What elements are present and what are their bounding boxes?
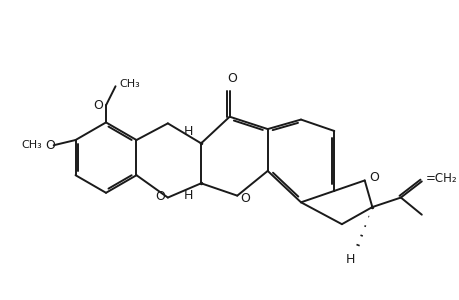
Text: O: O (155, 190, 165, 203)
Text: O: O (369, 171, 379, 184)
Text: O: O (227, 72, 237, 85)
Text: O: O (240, 192, 249, 205)
Text: CH₃: CH₃ (22, 140, 42, 150)
Text: =CH₂: =CH₂ (425, 172, 456, 185)
Text: O: O (93, 99, 103, 112)
Text: H: H (184, 124, 193, 138)
Text: O: O (45, 139, 56, 152)
Text: H: H (184, 189, 193, 202)
Text: CH₃: CH₃ (119, 80, 140, 89)
Text: H: H (345, 253, 354, 266)
